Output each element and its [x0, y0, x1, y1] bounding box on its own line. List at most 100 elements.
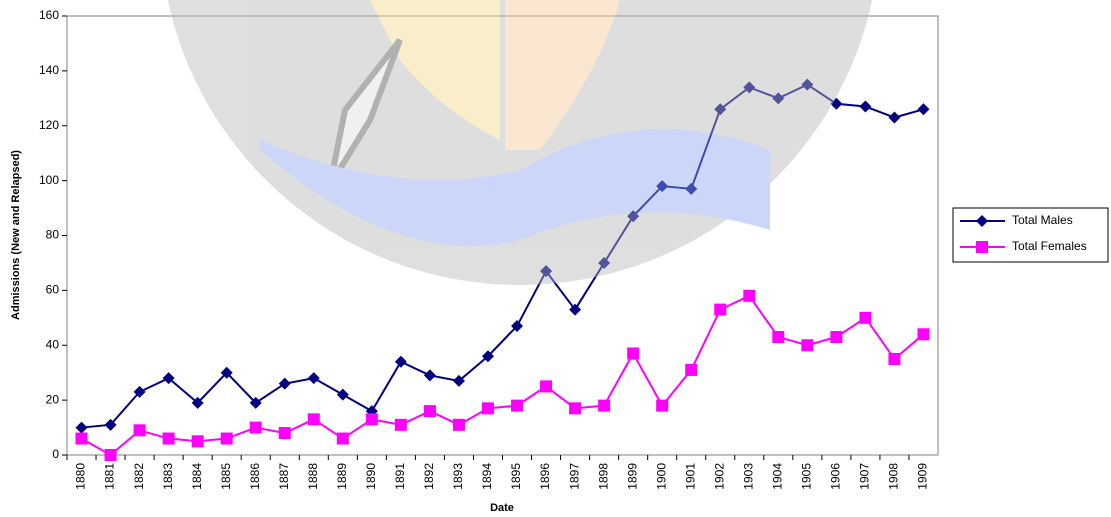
point: [75, 432, 88, 445]
y-axis-title: Admissions (New and Relapsed): [10, 150, 22, 320]
point: [917, 328, 930, 341]
point: [104, 449, 117, 461]
point: [511, 399, 524, 412]
series-line: [81, 83, 924, 429]
point: [133, 424, 146, 437]
point: [511, 320, 524, 333]
point: [133, 385, 146, 398]
point: [278, 377, 291, 390]
plot-area: [66, 15, 939, 456]
x-tick-label: 1899: [625, 463, 639, 490]
point: [830, 331, 843, 344]
x-tick-label: 1889: [335, 463, 349, 490]
point: [656, 180, 669, 193]
legend-label: Total Males: [1012, 213, 1073, 227]
x-tick-label: 1901: [683, 463, 697, 490]
point: [481, 402, 494, 415]
y-tick-label: 120: [39, 118, 59, 132]
point: [656, 399, 669, 412]
point: [423, 369, 436, 382]
point: [452, 418, 465, 431]
x-tick-label: 1897: [567, 463, 581, 490]
x-tick-label: 1906: [829, 463, 843, 490]
point: [191, 396, 204, 409]
x-tick-label: 1891: [393, 463, 407, 490]
x-axis-title: Date: [490, 502, 514, 514]
x-tick-label: 1903: [741, 463, 755, 490]
point: [627, 210, 640, 223]
point: [801, 78, 814, 91]
y-tick-label: 40: [46, 337, 60, 351]
point: [772, 331, 785, 344]
point: [249, 421, 262, 434]
x-tick-label: 1886: [248, 463, 262, 490]
x-tick-label: 1882: [132, 463, 146, 490]
point: [917, 103, 930, 116]
point: [569, 402, 582, 415]
point: [859, 100, 872, 113]
point: [888, 111, 901, 124]
point: [685, 182, 698, 195]
point: [830, 97, 843, 110]
point: [220, 366, 233, 379]
x-tick-label: 1900: [654, 463, 668, 490]
x-tick-label: 1893: [451, 463, 465, 490]
y-tick-label: 60: [46, 283, 60, 297]
x-tick-label: 1887: [277, 463, 291, 490]
point: [336, 388, 349, 401]
x-tick-label: 1902: [712, 463, 726, 490]
y-tick-label: 140: [39, 63, 59, 77]
point: [452, 374, 465, 387]
x-tick-label: 1880: [74, 463, 88, 490]
point: [888, 352, 901, 365]
point: [307, 413, 320, 426]
y-tick-label: 100: [39, 173, 59, 187]
point: [743, 81, 756, 94]
y-tick-label: 160: [39, 8, 59, 22]
x-tick-label: 1881: [103, 463, 117, 490]
point: [394, 355, 407, 368]
point: [976, 215, 988, 227]
point: [772, 92, 785, 105]
point: [685, 363, 698, 376]
y-tick-label: 0: [52, 447, 59, 461]
x-tick-label: 1888: [306, 463, 320, 490]
point: [162, 432, 175, 445]
point: [627, 347, 640, 360]
x-tick-label: 1904: [770, 463, 784, 490]
y-tick-label: 80: [46, 228, 60, 242]
x-tick-label: 1894: [480, 463, 494, 490]
y-tick-label: 20: [46, 392, 60, 406]
legend-label: Total Females: [1012, 239, 1087, 253]
point: [801, 339, 814, 352]
x-tick-label: 1890: [364, 463, 378, 490]
point: [540, 380, 553, 393]
point: [104, 418, 117, 431]
x-tick-label: 1892: [422, 463, 436, 490]
point: [162, 372, 175, 385]
x-tick-label: 1885: [219, 463, 233, 490]
point: [743, 289, 756, 302]
point: [220, 432, 233, 445]
point: [569, 303, 582, 316]
x-tick-label: 1909: [916, 463, 930, 490]
point: [976, 241, 988, 253]
point: [598, 256, 611, 269]
point: [336, 432, 349, 445]
point: [714, 103, 727, 116]
point: [481, 350, 494, 363]
point: [278, 427, 291, 440]
point: [714, 303, 727, 316]
point: [75, 421, 88, 434]
point: [423, 405, 436, 418]
point: [365, 413, 378, 426]
x-tick-label: 1884: [190, 463, 204, 490]
point: [598, 399, 611, 412]
x-tick-label: 1898: [596, 463, 610, 490]
x-tick-label: 1896: [538, 463, 552, 490]
plot: 0 20 40 60 80 100 120 140 160 1880 1881 1882 1883 188…: [39, 8, 930, 490]
point: [540, 265, 553, 278]
point: [859, 311, 872, 324]
point: [307, 372, 320, 385]
